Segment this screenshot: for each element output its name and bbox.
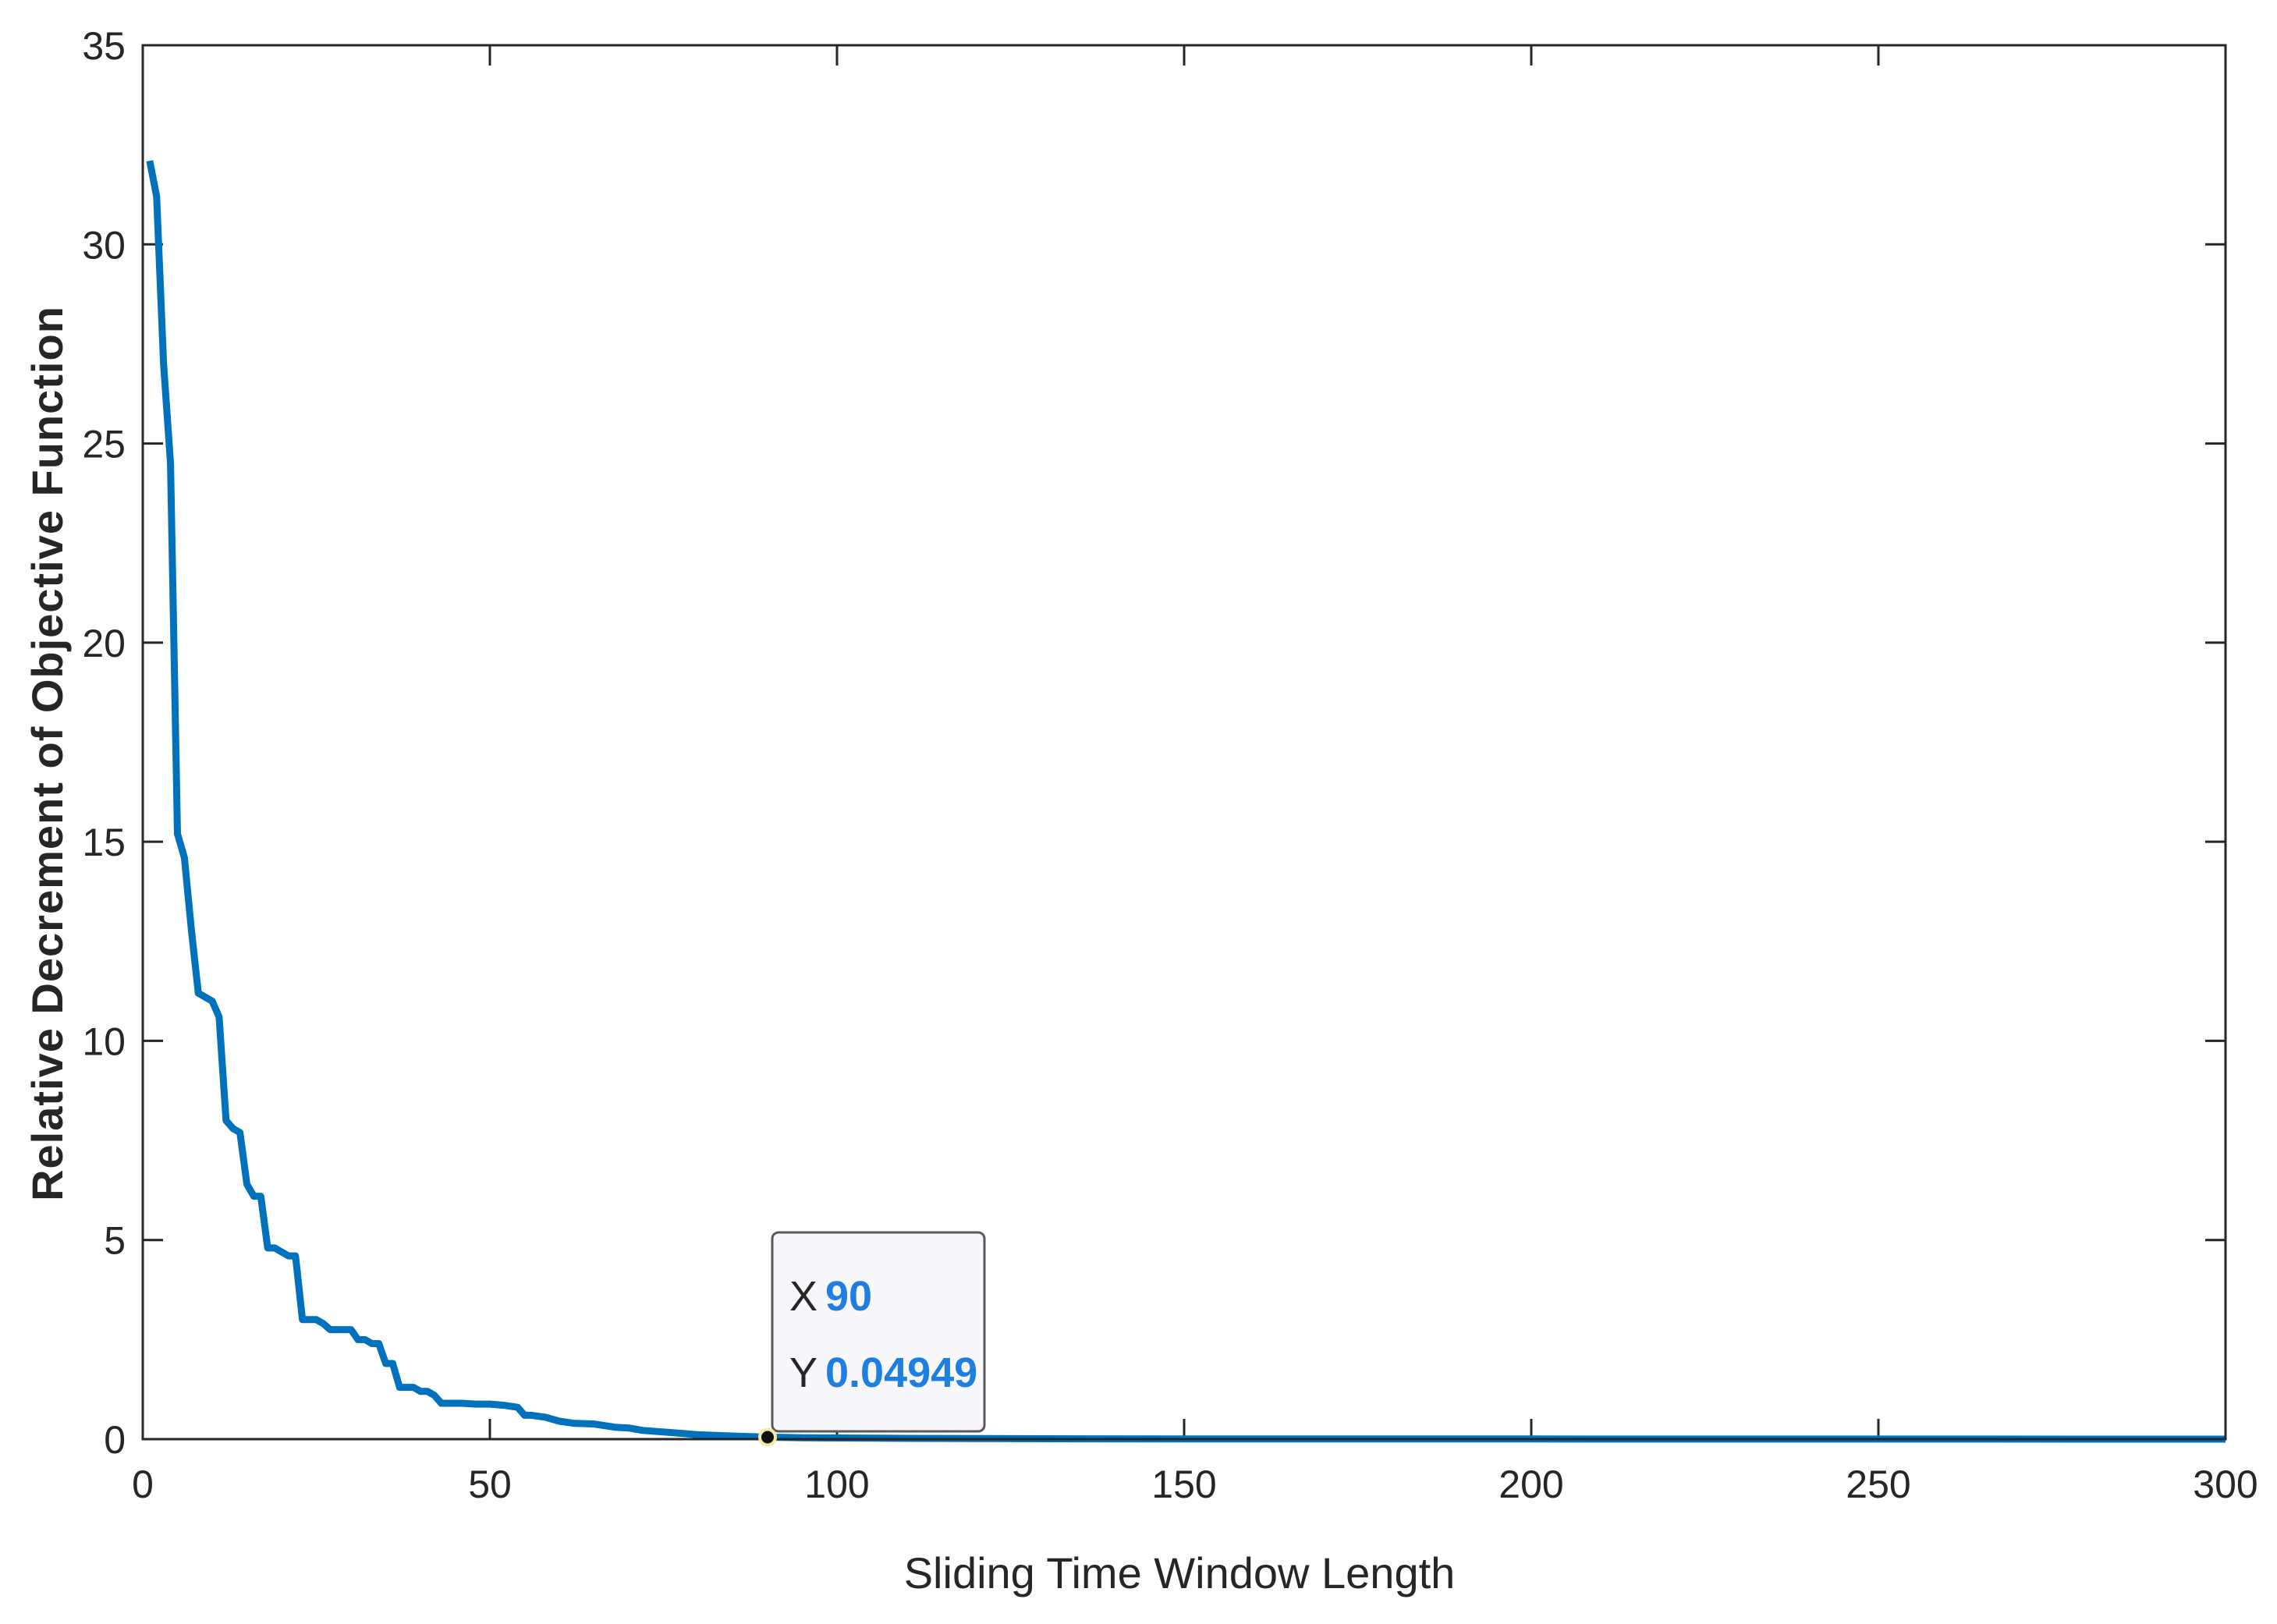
data-tip-marker[interactable] xyxy=(758,1427,777,1447)
x-tick-label: 300 xyxy=(2193,1463,2257,1506)
x-tick-label: 250 xyxy=(1846,1463,1910,1506)
y-tick-label: 30 xyxy=(82,223,126,267)
y-tick-label: 5 xyxy=(104,1219,126,1263)
data-tip-y-value: 0.04949 xyxy=(825,1349,977,1396)
data-tip-x-value: 90 xyxy=(825,1273,872,1320)
series-line xyxy=(146,160,2226,1443)
x-tick-labels: 0 50 100 150 200 250 300 xyxy=(132,1463,2258,1506)
y-axis-title: Relative Decrement of Objective Function xyxy=(23,306,72,1201)
y-tick-labels: 0 5 10 15 20 25 30 35 xyxy=(82,24,126,1462)
x-tick-label: 200 xyxy=(1498,1463,1563,1506)
y-tick-label: 0 xyxy=(104,1418,126,1462)
x-tick-label: 100 xyxy=(804,1463,869,1506)
data-tip[interactable]: X 90 Y 0.04949 xyxy=(758,1231,986,1447)
x-tick-label: 0 xyxy=(132,1463,154,1506)
y-tick-label: 20 xyxy=(82,622,126,665)
y-tick-label: 25 xyxy=(82,423,126,466)
y-tick-label: 15 xyxy=(82,821,126,864)
x-tick-label: 150 xyxy=(1151,1463,1216,1506)
data-tip-y-label: Y xyxy=(789,1349,818,1396)
x-tick-label: 50 xyxy=(468,1463,512,1506)
y-tick-label: 35 xyxy=(82,24,126,68)
data-tip-box xyxy=(771,1231,986,1433)
x-axis-title: Sliding Time Window Length xyxy=(904,1548,1456,1597)
axes-box xyxy=(141,44,2227,1441)
data-tip-x-label: X xyxy=(789,1273,818,1320)
y-tick-label: 10 xyxy=(82,1019,126,1063)
